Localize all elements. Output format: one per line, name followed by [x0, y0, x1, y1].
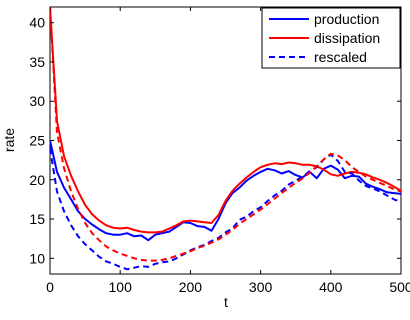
y-axis-label: rate — [1, 128, 17, 152]
y-tick-label: 25 — [29, 133, 45, 149]
y-tick-label: 30 — [29, 93, 45, 109]
x-tick-label: 100 — [109, 279, 133, 295]
y-tick-label: 10 — [29, 250, 45, 266]
legend: production dissipation rescaled — [261, 7, 401, 69]
y-tick-label: 40 — [29, 15, 45, 31]
x-axis-label: t — [224, 294, 228, 310]
x-tick-label: 200 — [179, 279, 203, 295]
series-line-dissipation — [50, 7, 401, 234]
series-line-series-4 — [50, 7, 401, 262]
legend-label-rescaled: rescaled — [314, 49, 367, 65]
y-tick-label: 15 — [29, 211, 45, 227]
y-tick-label: 35 — [29, 54, 45, 70]
x-tick-label: 0 — [46, 279, 54, 295]
series-line-production — [50, 140, 401, 242]
series-line-rescaled — [50, 148, 401, 271]
y-tick-label: 20 — [29, 172, 45, 188]
x-tick-label: 300 — [249, 279, 273, 295]
x-tick-label: 500 — [389, 279, 410, 295]
x-tick-label: 400 — [319, 279, 343, 295]
legend-label-dissipation: dissipation — [314, 30, 380, 46]
legend-label-production: production — [314, 11, 379, 27]
